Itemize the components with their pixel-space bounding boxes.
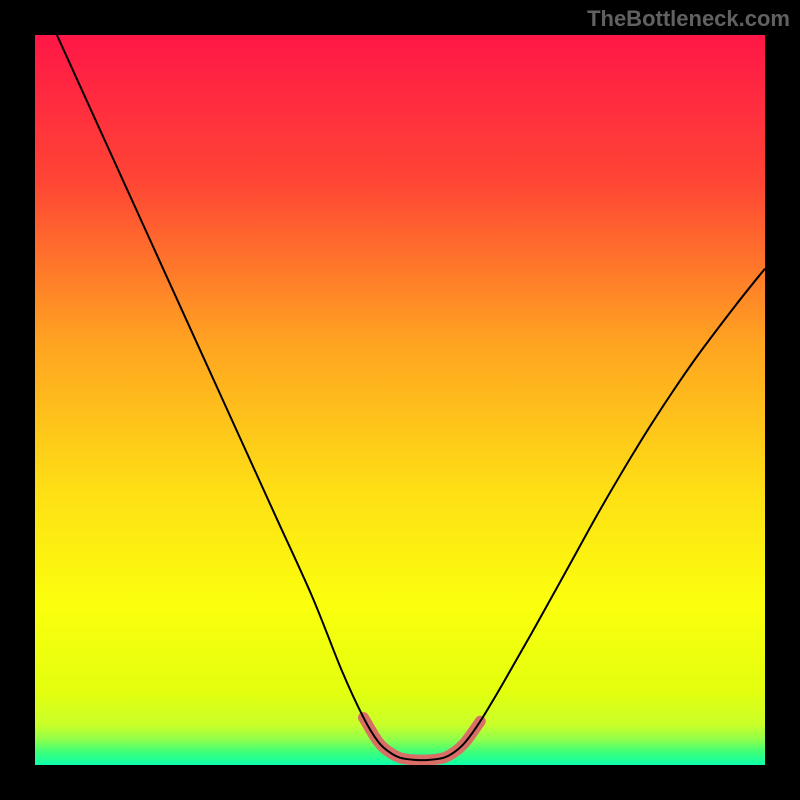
plot-svg	[35, 35, 765, 765]
chart-container: TheBottleneck.com	[0, 0, 800, 800]
watermark-text: TheBottleneck.com	[587, 6, 790, 32]
plot-background	[35, 35, 765, 765]
plot-area	[35, 35, 765, 765]
